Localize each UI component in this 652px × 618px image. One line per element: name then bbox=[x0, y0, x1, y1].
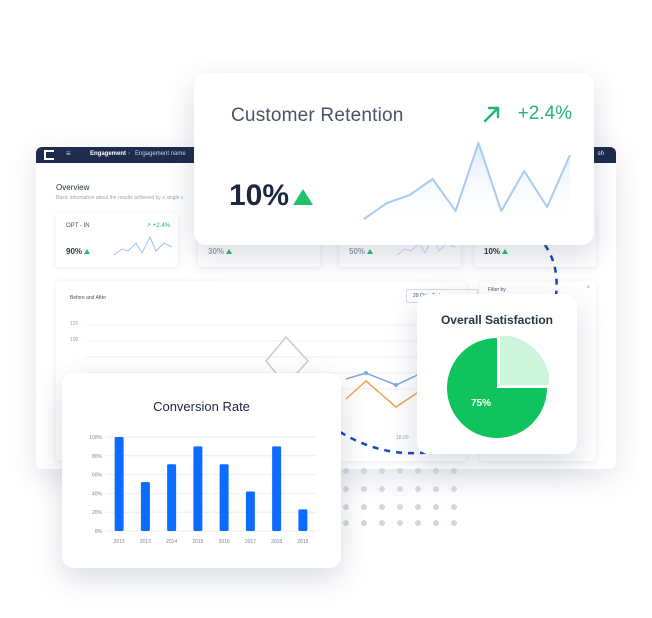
x-tick-label: 2015 bbox=[192, 539, 203, 545]
bar-2019 bbox=[298, 509, 308, 531]
y-tick-label: 125 bbox=[70, 321, 79, 327]
bar-2015 bbox=[193, 446, 203, 531]
tile-sparkline bbox=[114, 235, 172, 256]
overview-title: Overview bbox=[56, 183, 90, 192]
breadcrumb-separator: › bbox=[128, 151, 130, 157]
x-tick-label: 2018 bbox=[271, 539, 282, 545]
app-logo-icon[interactable] bbox=[44, 150, 54, 160]
x-tick-label: 2017 bbox=[245, 539, 256, 545]
bar-2018 bbox=[272, 446, 282, 531]
bar-2012 bbox=[114, 437, 124, 531]
tile-opt-in[interactable]: OPT - IN ↗ +2.4% 90% bbox=[56, 213, 178, 267]
pie-slice-remaining bbox=[500, 336, 549, 385]
triangle-up-icon bbox=[367, 249, 374, 254]
pie-slice-satisfied bbox=[447, 338, 547, 438]
before-after-label: Before and After bbox=[70, 295, 107, 301]
tile-value: 30% bbox=[208, 247, 233, 256]
decorative-dot-grid bbox=[343, 468, 457, 526]
close-icon[interactable]: × bbox=[586, 285, 590, 291]
breadcrumb-engagement-name[interactable]: Engagement name bbox=[135, 151, 186, 157]
bar-2016 bbox=[219, 464, 229, 531]
y-tick-label: 100% bbox=[89, 435, 102, 441]
x-tick-label: 2019 bbox=[297, 539, 308, 545]
breadcrumb-engagement[interactable]: Engagement bbox=[90, 151, 127, 157]
y-tick-label: 40% bbox=[92, 491, 103, 497]
customer-retention-title: Customer Retention bbox=[231, 105, 404, 126]
overall-satisfaction-title: Overall Satisfaction bbox=[440, 313, 554, 327]
triangle-up-icon bbox=[502, 249, 509, 254]
satisfaction-value-label: 75% bbox=[471, 398, 491, 409]
tile-label: OPT - IN bbox=[66, 223, 90, 229]
sparkline-area bbox=[364, 143, 570, 227]
top-bar-right-label[interactable]: sh bbox=[597, 151, 604, 157]
y-tick-label: 60% bbox=[92, 473, 103, 479]
sparkline-line bbox=[363, 142, 571, 220]
customer-retention-value: 10% bbox=[229, 179, 290, 212]
tile-delta: ↗ +2.4% bbox=[146, 223, 170, 229]
overall-satisfaction-card[interactable]: Overall Satisfaction 75% bbox=[417, 294, 577, 454]
arrow-up-right-icon bbox=[483, 106, 500, 123]
tile-value: 50% bbox=[349, 247, 374, 256]
customer-retention-sparkline bbox=[363, 142, 571, 227]
conversion-rate-bar-chart: 100% 80% 60% 40% 20% 0% 2012 2013 2014 2015 2016 20… bbox=[89, 435, 316, 545]
bar-2017 bbox=[245, 491, 255, 531]
y-tick-label: 80% bbox=[92, 454, 103, 460]
satisfaction-pie-chart: 75% bbox=[447, 336, 549, 438]
menu-icon[interactable]: ≡ bbox=[66, 149, 71, 158]
triangle-up-icon bbox=[84, 249, 91, 254]
y-tick-label: 20% bbox=[92, 510, 103, 516]
triangle-up-icon bbox=[226, 249, 233, 254]
bar-2013 bbox=[140, 482, 150, 531]
y-tick-label: 100 bbox=[70, 337, 79, 343]
conversion-rate-card[interactable]: Conversion Rate 100% 80% 60% 40% 20% 0% 2012 20… bbox=[62, 373, 341, 568]
overview-subtitle: Basic information about the results achi… bbox=[56, 195, 184, 201]
x-tick-label: 2013 bbox=[140, 539, 151, 545]
triangle-up-icon bbox=[293, 189, 313, 205]
tile-sparkline bbox=[397, 235, 455, 256]
x-tick-label: 2012 bbox=[114, 539, 125, 545]
y-tick-label: 0% bbox=[95, 529, 103, 535]
x-tick-label: 18.00 bbox=[396, 435, 409, 441]
customer-retention-card[interactable]: Customer Retention +2.4% 10% bbox=[194, 73, 594, 245]
tile-value: 10% bbox=[484, 247, 509, 256]
conversion-rate-title: Conversion Rate bbox=[153, 399, 250, 414]
tile-value: 90% bbox=[66, 247, 91, 256]
customer-retention-delta: +2.4% bbox=[517, 103, 572, 124]
x-tick-label: 2016 bbox=[219, 539, 230, 545]
x-tick-label: 2014 bbox=[166, 539, 177, 545]
bar-2014 bbox=[167, 464, 177, 531]
filter-label: Filter by bbox=[488, 287, 506, 293]
